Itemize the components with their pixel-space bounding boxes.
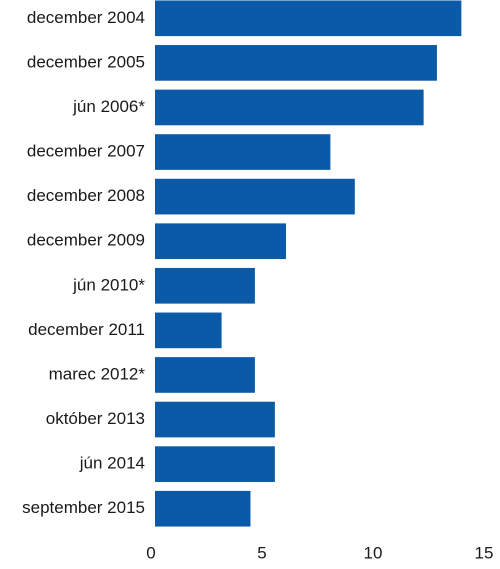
bar <box>155 312 222 349</box>
x-tick-label: 0 <box>146 543 155 562</box>
bar <box>155 134 331 170</box>
bar <box>155 178 355 215</box>
bar <box>155 401 275 438</box>
y-tick-label: september 2015 <box>22 498 145 517</box>
x-tick-label: 15 <box>475 543 494 562</box>
y-tick-label: október 2013 <box>46 409 145 428</box>
y-tick-label: december 2009 <box>27 231 145 250</box>
bar <box>155 267 255 304</box>
y-tick-label: jún 2006* <box>72 97 145 116</box>
y-tick-label: marec 2012* <box>49 364 146 383</box>
y-tick-label: december 2004 <box>27 8 145 27</box>
bar <box>155 89 424 126</box>
bar <box>155 446 275 482</box>
bar <box>155 490 251 527</box>
x-tick-label: 5 <box>257 543 266 562</box>
x-tick-label: 10 <box>364 543 383 562</box>
bar <box>155 357 255 393</box>
y-tick-label: december 2007 <box>27 142 145 161</box>
y-tick-label: december 2011 <box>28 320 145 339</box>
y-tick-label: december 2005 <box>27 52 145 71</box>
bar <box>155 0 462 37</box>
y-tick-label: december 2008 <box>27 186 145 205</box>
y-tick-label: jún 2014 <box>79 454 145 473</box>
bar <box>155 45 437 81</box>
y-tick-label: jún 2010* <box>72 275 145 294</box>
bar <box>155 223 286 260</box>
